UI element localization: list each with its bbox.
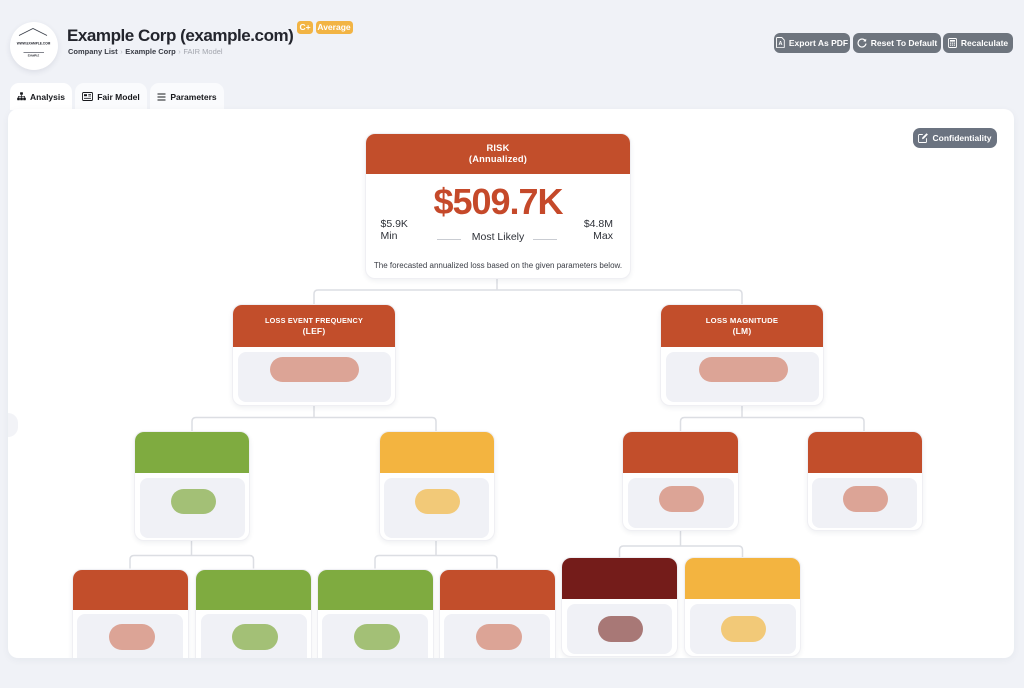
svg-text:EXAMPLE: EXAMPLE xyxy=(28,54,40,57)
svg-text:A: A xyxy=(778,41,782,47)
svg-text:WWW.EXAMPLE.COM: WWW.EXAMPLE.COM xyxy=(17,41,51,45)
